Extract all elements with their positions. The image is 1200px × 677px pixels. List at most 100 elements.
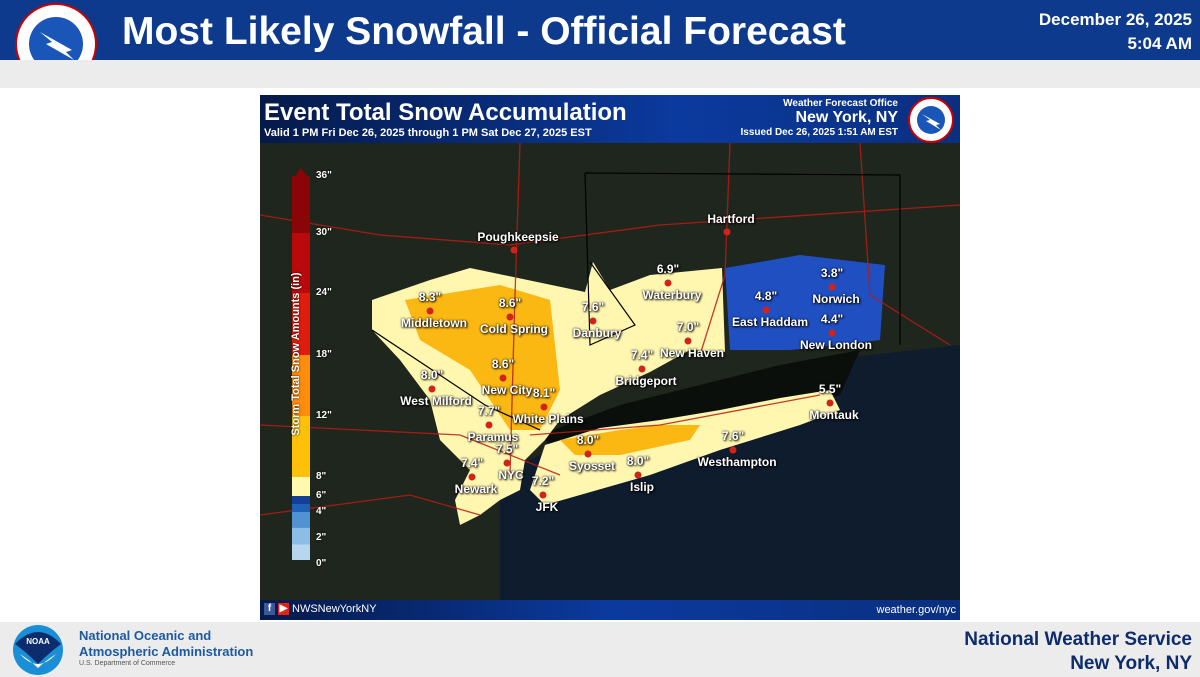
city-marker — [510, 246, 518, 254]
city-name: JFK — [535, 500, 559, 514]
issue-time: 5:04 AM — [1127, 34, 1192, 53]
city-name: Danbury — [572, 326, 622, 340]
city-marker — [589, 317, 597, 325]
snowfall-map: Event Total Snow Accumulation Valid 1 PM… — [260, 95, 960, 620]
snow-amount: 8.0" — [420, 368, 444, 382]
legend-band — [292, 233, 310, 293]
legend-tick: 4" — [316, 506, 327, 517]
noaa-department: U.S. Department of Commerce — [79, 660, 176, 667]
nws-office-name: National Weather Service New York, NY — [964, 628, 1192, 676]
svg-text:NOAA: NOAA — [26, 637, 50, 646]
legend-tick: 24" — [316, 287, 332, 298]
map-footer: f ▶ NWSNewYorkNY weather.gov/nyc — [260, 600, 960, 620]
valid-period: Valid 1 PM Fri Dec 26, 2025 through 1 PM… — [264, 127, 592, 139]
social-handle[interactable]: NWSNewYorkNY — [292, 603, 377, 615]
legend-tick: 30" — [316, 227, 332, 238]
website-link[interactable]: weather.gov/nyc — [876, 604, 957, 616]
snow-amount: 8.3" — [418, 290, 442, 304]
issued-time: Issued Dec 26, 2025 1:51 AM EST — [740, 127, 899, 138]
state-borders — [371, 172, 901, 431]
city-name: New City — [481, 383, 533, 397]
snow-amount: 8.1" — [532, 386, 556, 400]
city-name: Waterbury — [642, 288, 702, 302]
noaa-line1: National Oceanic and — [79, 628, 212, 643]
legend-band — [292, 544, 310, 560]
page-title: Most Likely Snowfall - Official Forecast — [122, 10, 846, 53]
forecast-office: Weather Forecast Office New York, NY Iss… — [741, 98, 899, 138]
snow-amount: 8.0" — [626, 454, 650, 468]
social-links[interactable]: f ▶ NWSNewYorkNY — [264, 603, 377, 615]
legend-band — [292, 477, 310, 496]
map-title: Event Total Snow Accumulation — [264, 99, 627, 126]
city-marker — [638, 365, 646, 373]
map-header: Event Total Snow Accumulation Valid 1 PM… — [260, 95, 960, 143]
legend-arrow — [292, 168, 310, 180]
legend-band — [292, 355, 310, 416]
city-marker — [468, 473, 476, 481]
roads — [260, 142, 960, 516]
legend-tick: 2" — [316, 532, 327, 543]
city-name: Newark — [454, 482, 498, 496]
snow-amount: 8.0" — [576, 433, 600, 447]
city-name: East Haddam — [731, 315, 809, 329]
legend-band — [292, 293, 310, 355]
city-name: Poughkeepsie — [477, 230, 559, 244]
city-name: West Milford — [400, 394, 472, 408]
legend-title: Storm Total Snow Amounts (in) — [290, 272, 302, 436]
issue-date: December 26, 2025 — [1038, 10, 1192, 29]
snow-amount: 7.7" — [477, 404, 501, 418]
ocean — [500, 345, 960, 600]
city-marker — [684, 337, 692, 345]
legend-tick: 6" — [316, 490, 327, 501]
facebook-icon[interactable]: f — [264, 603, 275, 615]
orange-zone-hudson — [405, 285, 560, 430]
orange-zone-long-island — [560, 425, 700, 455]
legend-band — [292, 512, 310, 528]
city-marker — [729, 446, 737, 454]
city-marker — [634, 471, 642, 479]
footer-bar: NOAA National Oceanic and Atmospheric Ad… — [0, 622, 1200, 677]
city-name: Bridgeport — [615, 374, 677, 388]
header-strip — [0, 60, 1200, 88]
snow-amount: 6.9" — [656, 262, 680, 276]
city-marker — [828, 329, 836, 337]
snow-amount: 4.8" — [754, 289, 778, 303]
snow-amount: 7.5" — [495, 442, 519, 456]
legend-tick: 36" — [316, 170, 332, 181]
legend-colorbar — [292, 168, 310, 560]
city-marker — [503, 459, 511, 467]
header-bar: Most Likely Snowfall - Official Forecast… — [0, 0, 1200, 85]
city-name: Islip — [629, 480, 655, 494]
nws-line1: National Weather Service — [964, 629, 1192, 650]
city-name: Hartford — [707, 212, 755, 226]
city-marker — [540, 403, 548, 411]
city-marker — [428, 385, 436, 393]
snow-amount: 4.4" — [820, 312, 844, 326]
office-name: New York, NY — [795, 109, 898, 126]
city-name: Westhampton — [697, 455, 777, 469]
snow-amount: 8.6" — [498, 296, 522, 310]
legend-band — [292, 496, 310, 504]
blue-zone-connecticut — [725, 255, 885, 350]
city-marker — [723, 228, 731, 236]
snow-amount: 7.0" — [676, 320, 700, 334]
snow-amount: 3.8" — [820, 266, 844, 280]
snow-amount: 7.2" — [531, 474, 555, 488]
city-marker — [664, 279, 672, 287]
legend-band — [292, 504, 310, 512]
legend-tick: 0" — [316, 558, 327, 569]
map-shapes — [260, 142, 960, 600]
city-name: White Plains — [512, 412, 584, 426]
city-marker — [499, 374, 507, 382]
snow-amount: 5.5" — [818, 382, 842, 396]
city-name: Middletown — [401, 316, 467, 330]
city-marker — [506, 313, 514, 321]
legend-tick: 12" — [316, 410, 332, 421]
legend-band — [292, 527, 310, 545]
youtube-icon[interactable]: ▶ — [278, 603, 289, 615]
snow-amount: 7.6" — [721, 429, 745, 443]
yellow-zone-long-island — [530, 390, 840, 505]
nws-logo-small — [908, 97, 954, 143]
noaa-name: National Oceanic and Atmospheric Adminis… — [79, 628, 253, 660]
nws-line2: New York, NY — [1070, 653, 1192, 674]
